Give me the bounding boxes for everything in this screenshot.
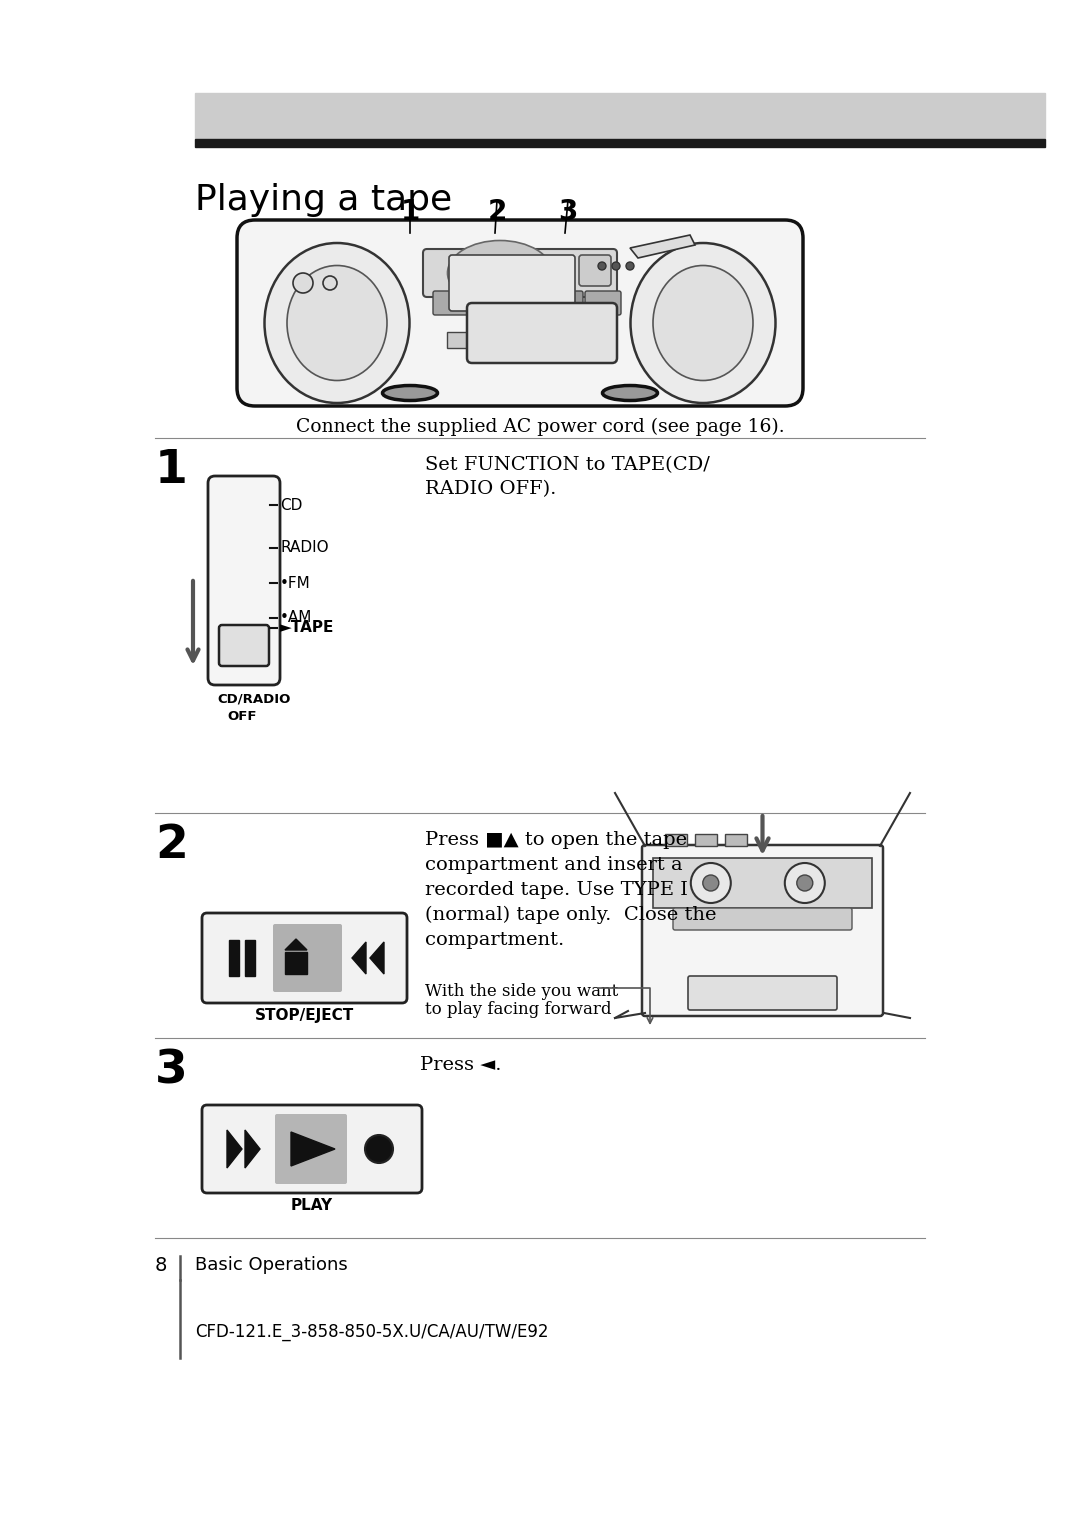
Bar (195, 93, 1045, 138)
FancyBboxPatch shape (202, 914, 407, 1002)
Text: 3: 3 (558, 199, 578, 226)
Text: 2: 2 (156, 824, 188, 868)
Polygon shape (285, 940, 307, 950)
Ellipse shape (653, 266, 753, 380)
Text: OFF: OFF (227, 711, 257, 723)
Circle shape (785, 863, 825, 903)
Text: Basic Operations: Basic Operations (195, 1256, 348, 1274)
Text: recorded tape. Use TYPE I: recorded tape. Use TYPE I (426, 882, 688, 898)
Text: Playing a tape: Playing a tape (195, 183, 453, 217)
FancyBboxPatch shape (237, 220, 804, 406)
Text: CD: CD (280, 498, 302, 512)
Text: •AM: •AM (280, 611, 312, 625)
FancyBboxPatch shape (579, 255, 611, 286)
Bar (725, 834, 747, 847)
Bar (696, 834, 717, 847)
Text: compartment and insert a: compartment and insert a (426, 856, 683, 874)
Text: ►TAPE: ►TAPE (280, 620, 335, 636)
FancyBboxPatch shape (467, 303, 617, 364)
Polygon shape (227, 1131, 242, 1167)
FancyBboxPatch shape (433, 290, 469, 315)
Polygon shape (370, 941, 384, 973)
Text: Press ■▲ to open the tape: Press ■▲ to open the tape (426, 831, 687, 850)
Text: RADIO: RADIO (280, 541, 328, 556)
Bar (245, 940, 255, 976)
Circle shape (703, 876, 719, 891)
FancyBboxPatch shape (585, 290, 621, 315)
Text: PLAY: PLAY (291, 1198, 333, 1213)
Circle shape (626, 261, 634, 270)
Text: (normal) tape only.  Close the: (normal) tape only. Close the (426, 906, 716, 924)
Ellipse shape (480, 260, 519, 286)
Ellipse shape (265, 243, 409, 403)
Circle shape (797, 876, 813, 891)
Bar (522, 332, 572, 348)
FancyBboxPatch shape (275, 1114, 347, 1184)
FancyBboxPatch shape (219, 625, 269, 666)
Bar (229, 940, 239, 976)
Text: •FM: •FM (280, 576, 311, 590)
Bar (653, 859, 872, 908)
Text: With the side you want: With the side you want (426, 983, 618, 999)
FancyBboxPatch shape (273, 924, 342, 992)
Text: 3: 3 (156, 1048, 188, 1093)
Ellipse shape (447, 240, 553, 306)
Bar (665, 834, 687, 847)
Polygon shape (291, 1132, 335, 1166)
Text: RADIO OFF).: RADIO OFF). (426, 480, 556, 498)
Text: compartment.: compartment. (426, 931, 564, 949)
Text: 2: 2 (487, 199, 507, 226)
FancyBboxPatch shape (642, 845, 883, 1016)
Bar (195, 139, 1045, 147)
Text: 1: 1 (401, 199, 420, 226)
Text: Connect the supplied AC power cord (see page 16).: Connect the supplied AC power cord (see … (296, 419, 784, 437)
Circle shape (365, 1135, 393, 1163)
Circle shape (323, 277, 337, 290)
Text: 8: 8 (156, 1256, 167, 1274)
Polygon shape (245, 1131, 260, 1167)
FancyBboxPatch shape (688, 976, 837, 1010)
Text: CFD-121.E_3-858-850-5X.U/CA/AU/TW/E92: CFD-121.E_3-858-850-5X.U/CA/AU/TW/E92 (195, 1323, 549, 1342)
Ellipse shape (382, 385, 437, 400)
Circle shape (293, 274, 313, 293)
Bar (447, 332, 497, 348)
Text: Set FUNCTION to TAPE(CD/: Set FUNCTION to TAPE(CD/ (426, 455, 710, 474)
FancyBboxPatch shape (673, 908, 852, 931)
Ellipse shape (603, 385, 658, 400)
Circle shape (691, 863, 731, 903)
Text: to play facing forward: to play facing forward (426, 1001, 611, 1018)
Polygon shape (352, 941, 366, 973)
Circle shape (598, 261, 606, 270)
FancyBboxPatch shape (546, 290, 583, 315)
FancyBboxPatch shape (202, 1105, 422, 1193)
FancyBboxPatch shape (423, 249, 617, 296)
Text: CD/RADIO: CD/RADIO (217, 694, 291, 706)
FancyBboxPatch shape (449, 255, 575, 312)
Text: STOP/EJECT: STOP/EJECT (255, 1008, 354, 1024)
FancyBboxPatch shape (509, 290, 545, 315)
FancyBboxPatch shape (208, 477, 280, 685)
FancyBboxPatch shape (471, 290, 507, 315)
Ellipse shape (631, 243, 775, 403)
Bar (285, 952, 307, 973)
Text: 1: 1 (156, 448, 188, 494)
Text: Press ◄.: Press ◄. (420, 1056, 501, 1074)
Ellipse shape (287, 266, 387, 380)
Circle shape (612, 261, 620, 270)
Polygon shape (630, 235, 696, 258)
